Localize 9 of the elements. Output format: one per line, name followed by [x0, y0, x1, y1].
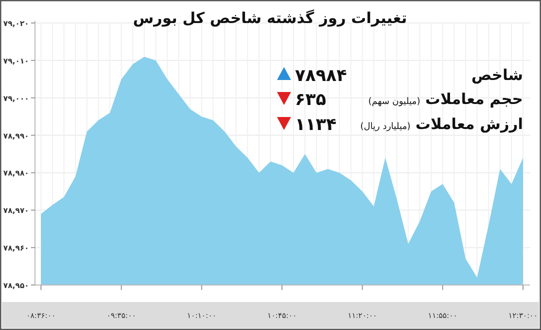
annotation: ۱۱۳۴ [295, 115, 337, 135]
annotation: ۷۸۹۸۴ [295, 66, 347, 86]
annotation: شاخص [471, 66, 523, 84]
chart-title: تغییرات روز گذشته شاخص کل بورس [132, 9, 408, 27]
annotation: (میلیارد ریال) [360, 122, 411, 132]
annotation: حجم معاملات [425, 90, 523, 108]
annotation: ارزش معاملات [416, 115, 523, 133]
annotation: (میلیون سهم) [368, 97, 420, 107]
annotation: ۶۳۵ [295, 90, 326, 110]
